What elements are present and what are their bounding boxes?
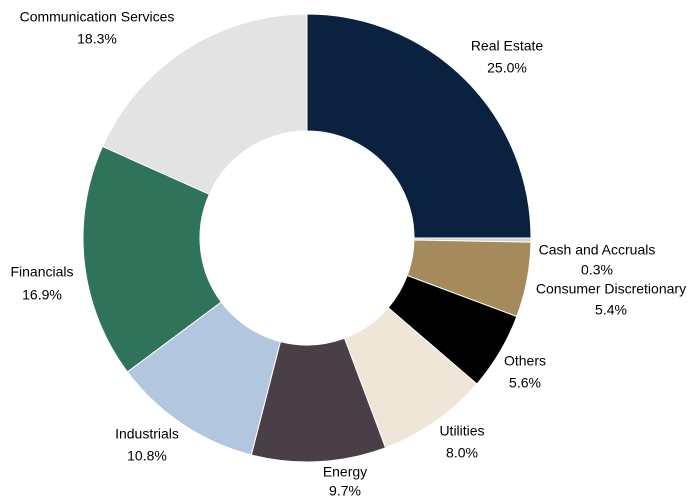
slice-label: Industrials xyxy=(115,426,179,442)
slice-label: Consumer Discretionary xyxy=(536,281,686,297)
slice-value-label: 16.9% xyxy=(22,287,62,303)
slice-value-label: 18.3% xyxy=(77,31,117,47)
slice-label: Financials xyxy=(10,264,73,280)
slice-value-label: 25.0% xyxy=(487,60,527,76)
slice-label: Others xyxy=(504,353,546,369)
donut-slice xyxy=(82,145,222,373)
slice-label: Energy xyxy=(323,464,367,480)
slice-label: Communication Services xyxy=(20,9,175,25)
slice-value-label: 10.8% xyxy=(127,448,167,464)
slice-label: Utilities xyxy=(439,423,484,439)
slice-value-label: 0.3% xyxy=(581,262,613,278)
slice-value-label: 5.4% xyxy=(595,302,627,318)
donut-slice xyxy=(306,13,532,239)
slice-value-label: 5.6% xyxy=(509,375,541,391)
slice-label: Real Estate xyxy=(471,38,544,54)
donut-slice xyxy=(101,13,308,195)
slice-value-label: 8.0% xyxy=(446,445,478,461)
slice-value-label: 9.7% xyxy=(329,483,361,497)
slice-label: Cash and Accruals xyxy=(539,242,656,258)
